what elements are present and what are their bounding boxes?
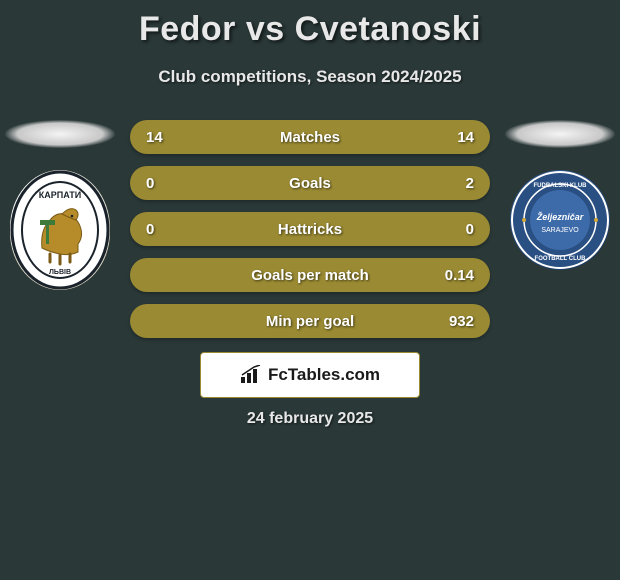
stat-label: Goals bbox=[289, 175, 331, 192]
stat-row-min-per-goal: Min per goal 932 bbox=[130, 304, 490, 338]
crest-left-bottom-text: ЛЬВІВ bbox=[49, 269, 71, 276]
badge-shadow-left bbox=[5, 120, 115, 148]
stat-left-value: 0 bbox=[146, 175, 186, 192]
stat-left-value: 0 bbox=[146, 221, 186, 238]
crest-right-sub-text: SARAJEVO bbox=[541, 227, 579, 234]
stat-row-goals-per-match: Goals per match 0.14 bbox=[130, 258, 490, 292]
crest-right-icon: FUDBALSKI KLUB FOOTBALL CLUB Željezničar… bbox=[510, 170, 610, 270]
crest-right-center-text: Željezničar bbox=[536, 211, 584, 222]
stat-label: Goals per match bbox=[251, 267, 369, 284]
brand-link[interactable]: FcTables.com bbox=[200, 352, 420, 398]
stat-row-matches: 14 Matches 14 bbox=[130, 120, 490, 154]
stat-label: Matches bbox=[280, 129, 340, 146]
team-badge-right: FUDBALSKI KLUB FOOTBALL CLUB Željezničar… bbox=[500, 120, 620, 270]
subtitle: Club competitions, Season 2024/2025 bbox=[0, 67, 620, 87]
stat-right-value: 0 bbox=[434, 221, 474, 238]
comparison-card: Fedor vs Cvetanoski Club competitions, S… bbox=[0, 0, 620, 580]
bar-chart-icon bbox=[240, 365, 262, 385]
brand-text: FcTables.com bbox=[268, 365, 380, 385]
stat-row-goals: 0 Goals 2 bbox=[130, 166, 490, 200]
crest-right-top-text: FUDBALSKI KLUB bbox=[534, 183, 588, 189]
crest-left: КАРПАТИ ЛЬВІВ bbox=[10, 170, 110, 290]
crest-left-icon: КАРПАТИ ЛЬВІВ bbox=[10, 170, 110, 290]
crest-right: FUDBALSKI KLUB FOOTBALL CLUB Željezničar… bbox=[510, 170, 610, 270]
page-title: Fedor vs Cvetanoski bbox=[0, 0, 620, 49]
title-player-left: Fedor bbox=[139, 10, 236, 48]
stat-right-value: 2 bbox=[434, 175, 474, 192]
team-badge-left: КАРПАТИ ЛЬВІВ bbox=[0, 120, 120, 290]
title-vs: vs bbox=[246, 10, 285, 48]
stat-row-hattricks: 0 Hattricks 0 bbox=[130, 212, 490, 246]
stat-right-value: 14 bbox=[434, 129, 474, 146]
stat-label: Min per goal bbox=[266, 313, 354, 330]
stat-label: Hattricks bbox=[278, 221, 342, 238]
stat-rows: 14 Matches 14 0 Goals 2 0 Hattricks 0 Go… bbox=[130, 120, 490, 338]
badge-shadow-right bbox=[505, 120, 615, 148]
crest-left-top-text: КАРПАТИ bbox=[39, 190, 81, 200]
crest-right-bottom-text: FOOTBALL CLUB bbox=[535, 256, 587, 262]
stat-right-value: 0.14 bbox=[434, 267, 474, 284]
title-player-right: Cvetanoski bbox=[295, 10, 481, 48]
date-label: 24 february 2025 bbox=[0, 410, 620, 428]
stat-left-value: 14 bbox=[146, 129, 186, 146]
stat-right-value: 932 bbox=[434, 313, 474, 330]
